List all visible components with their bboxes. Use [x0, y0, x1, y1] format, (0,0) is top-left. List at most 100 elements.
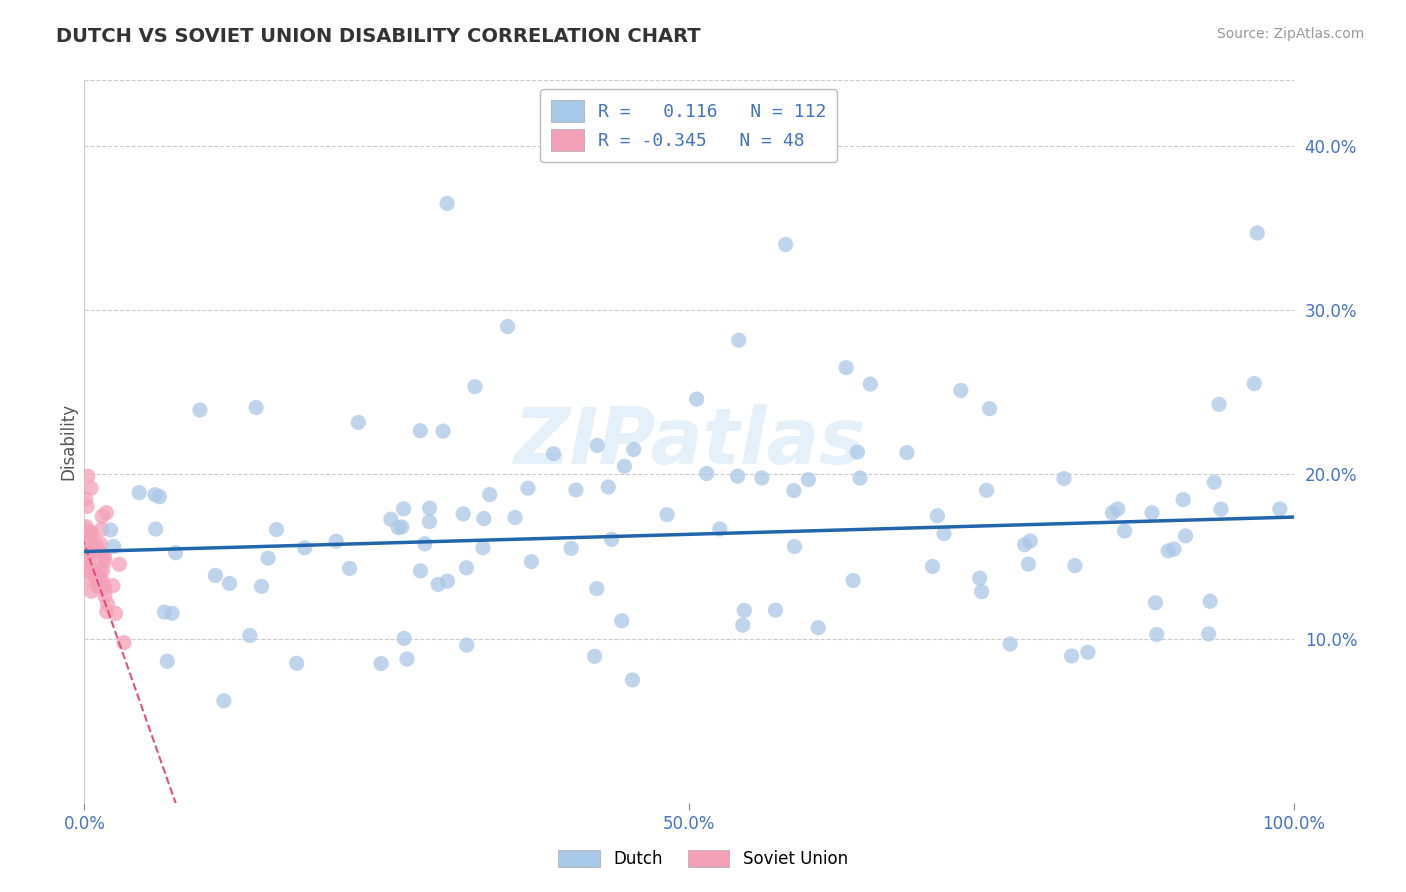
- Point: [842, 574, 865, 588]
- Point: [432, 424, 454, 438]
- Point: [325, 534, 347, 549]
- Point: [969, 571, 991, 585]
- Point: [517, 481, 540, 495]
- Point: [91, 553, 114, 567]
- Point: [165, 546, 187, 560]
- Point: [339, 561, 361, 575]
- Point: [1163, 542, 1185, 557]
- Legend: R =   0.116   N = 112, R = -0.345   N = 48: R = 0.116 N = 112, R = -0.345 N = 48: [540, 89, 838, 162]
- Point: [84, 538, 107, 552]
- Point: [409, 424, 432, 438]
- Point: [75, 541, 97, 555]
- Point: [436, 574, 458, 588]
- Point: [370, 657, 392, 671]
- Point: [380, 512, 402, 526]
- Point: [347, 416, 370, 430]
- Point: [451, 507, 474, 521]
- Point: [932, 526, 955, 541]
- Point: [456, 561, 478, 575]
- Point: [436, 196, 458, 211]
- Point: [1268, 502, 1291, 516]
- Point: [1243, 376, 1265, 391]
- Point: [472, 511, 495, 525]
- Point: [160, 607, 183, 621]
- Point: [478, 487, 501, 501]
- Point: [112, 635, 135, 649]
- Point: [143, 488, 166, 502]
- Point: [257, 551, 280, 566]
- Point: [1101, 506, 1123, 520]
- Point: [413, 537, 436, 551]
- Point: [96, 597, 118, 611]
- Point: [266, 523, 288, 537]
- Point: [1199, 594, 1222, 608]
- Point: [80, 584, 103, 599]
- Point: [949, 384, 972, 398]
- Point: [100, 523, 122, 537]
- Point: [765, 603, 787, 617]
- Point: [1019, 533, 1042, 548]
- Point: [727, 333, 749, 347]
- Point: [849, 471, 872, 485]
- Point: [797, 473, 820, 487]
- Point: [783, 483, 806, 498]
- Point: [1174, 529, 1197, 543]
- Point: [75, 563, 97, 577]
- Point: [565, 483, 588, 497]
- Point: [104, 607, 127, 621]
- Point: [212, 694, 235, 708]
- Point: [148, 490, 170, 504]
- Point: [727, 469, 749, 483]
- Point: [896, 445, 918, 459]
- Point: [76, 538, 98, 552]
- Point: [998, 637, 1021, 651]
- Point: [613, 459, 636, 474]
- Point: [90, 546, 112, 560]
- Point: [87, 578, 110, 592]
- Point: [204, 568, 226, 582]
- Point: [979, 401, 1001, 416]
- Point: [91, 580, 114, 594]
- Point: [77, 555, 100, 569]
- Point: [927, 508, 949, 523]
- Point: [392, 632, 415, 646]
- Y-axis label: Disability: Disability: [59, 403, 77, 480]
- Point: [103, 539, 125, 553]
- Point: [471, 541, 494, 555]
- Point: [96, 605, 118, 619]
- Point: [76, 546, 98, 560]
- Point: [94, 554, 117, 568]
- Point: [1204, 475, 1226, 490]
- Point: [91, 509, 114, 524]
- Point: [1246, 226, 1268, 240]
- Point: [600, 533, 623, 547]
- Point: [84, 563, 107, 577]
- Point: [1017, 557, 1039, 571]
- Point: [456, 638, 478, 652]
- Point: [409, 564, 432, 578]
- Text: Source: ZipAtlas.com: Source: ZipAtlas.com: [1216, 27, 1364, 41]
- Point: [387, 521, 409, 535]
- Point: [80, 525, 103, 540]
- Point: [75, 522, 97, 536]
- Point: [294, 541, 316, 555]
- Point: [101, 579, 124, 593]
- Point: [1107, 502, 1129, 516]
- Point: [395, 652, 418, 666]
- Point: [76, 500, 98, 514]
- Point: [520, 555, 543, 569]
- Point: [89, 572, 111, 586]
- Point: [89, 564, 111, 578]
- Point: [709, 522, 731, 536]
- Point: [89, 579, 111, 593]
- Point: [93, 549, 115, 563]
- Point: [1077, 645, 1099, 659]
- Point: [610, 614, 633, 628]
- Point: [655, 508, 678, 522]
- Point: [93, 581, 115, 595]
- Point: [1198, 627, 1220, 641]
- Point: [623, 442, 645, 457]
- Point: [82, 541, 104, 556]
- Point: [731, 618, 754, 632]
- Point: [807, 621, 830, 635]
